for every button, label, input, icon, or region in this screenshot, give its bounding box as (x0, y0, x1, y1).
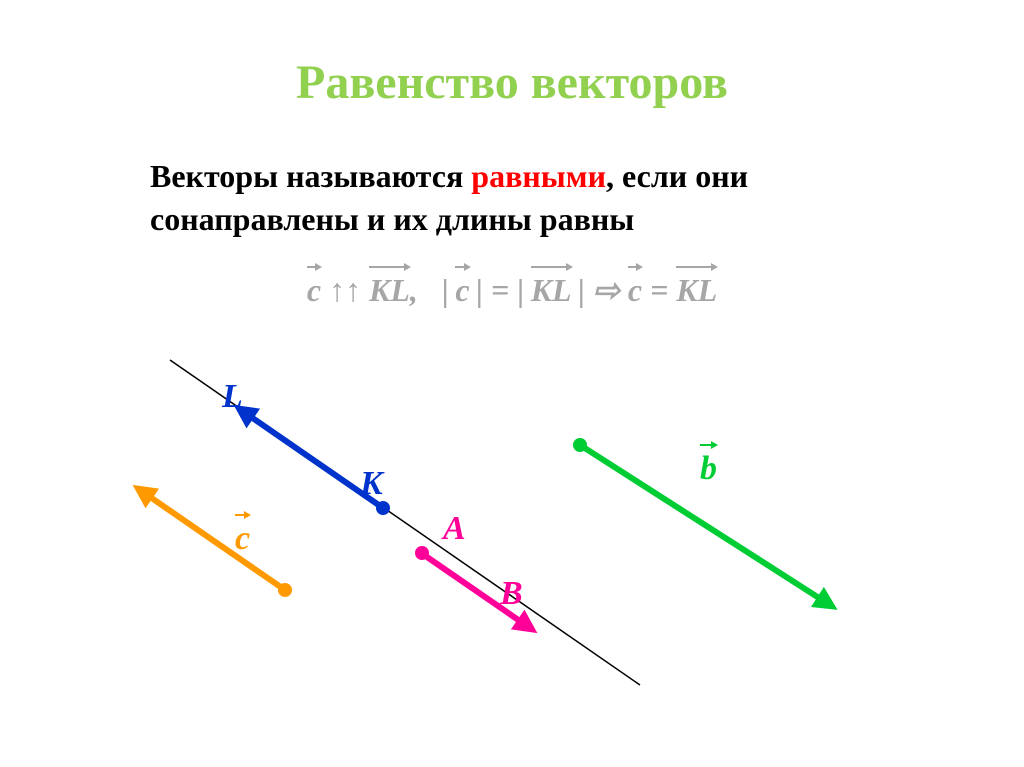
vec-c-1: c (307, 272, 321, 309)
dot-A (415, 546, 429, 560)
def-highlight: равными (471, 158, 606, 194)
vec-c-arrow-label: c (235, 520, 250, 558)
label-vec-b: b (700, 450, 717, 488)
def-part1: Векторы называются (150, 158, 471, 194)
label-L: L (222, 378, 243, 416)
diagram-svg (0, 350, 1024, 767)
formula-row: c ↑↑ KL, | c | = | KL | ⇨ c = KL (0, 241, 1024, 309)
codirect-arrows: ↑↑ (329, 272, 361, 308)
label-A: A (443, 510, 466, 548)
definition-text: Векторы называются равными, если они сон… (0, 110, 1024, 241)
vec-KL-1: KL (369, 272, 410, 309)
vector-c (140, 490, 285, 590)
vec-KL-3: KL (676, 272, 717, 309)
label-B: B (500, 575, 523, 613)
vec-c-2: c (455, 272, 469, 309)
vec-KL-2: KL (531, 272, 572, 309)
vector-diagram: L K A B c b (0, 350, 1024, 767)
vec-b-arrow-label: b (700, 450, 717, 488)
dot-K (376, 501, 390, 515)
page-title: Равенство векторов (0, 0, 1024, 110)
formula-content: c ↑↑ KL, | c | = | KL | ⇨ c = KL (307, 271, 717, 309)
label-vec-c: c (235, 520, 250, 558)
vec-c-3: c (628, 272, 642, 309)
dot-b-start (573, 438, 587, 452)
label-K: K (360, 465, 383, 503)
dot-c-start (278, 583, 292, 597)
